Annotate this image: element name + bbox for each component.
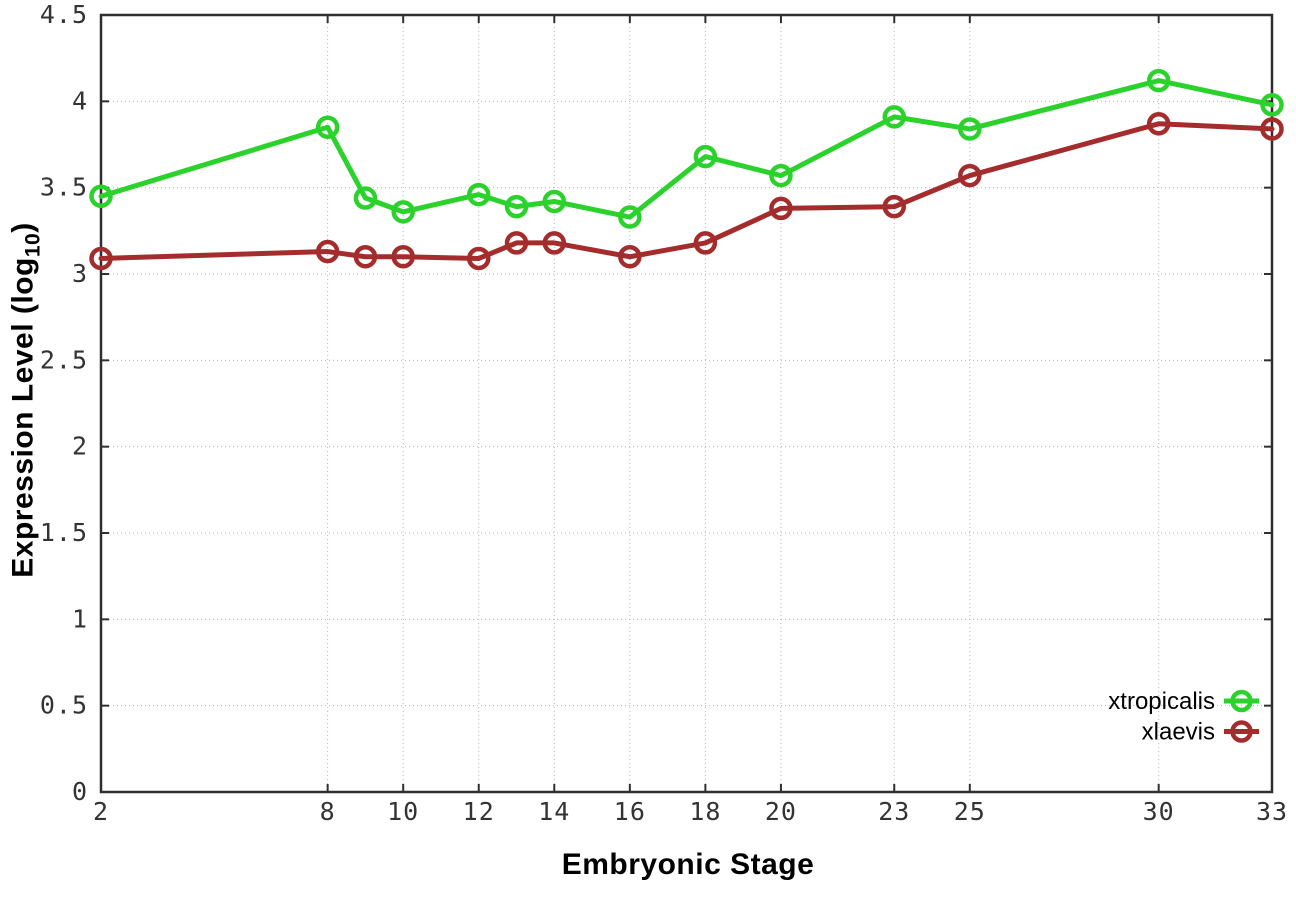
legend-marker-xlaevis (1230, 720, 1253, 743)
plot-border (99, 13, 1274, 794)
x-tick-label: 20 (765, 797, 797, 826)
data-point-xlaevis-12 (466, 246, 491, 271)
y-tick-label: 1 (72, 604, 88, 633)
y-axis-title-subscript: 10 (21, 232, 45, 258)
data-point-xlaevis-25 (958, 163, 982, 188)
y-tick-label: 3.5 (40, 173, 88, 202)
x-tick-label: 23 (878, 797, 910, 826)
data-point-xtropicalis-18 (693, 144, 718, 169)
data-point-xtropicalis-33 (1260, 93, 1284, 117)
x-tick-label: 12 (463, 797, 495, 826)
data-point-xtropicalis-10 (391, 200, 415, 224)
y-tick-label: 4.5 (40, 0, 88, 29)
y-tick-label: 0 (72, 777, 88, 806)
data-point-xtropicalis-13 (504, 194, 529, 219)
data-point-xtropicalis-14 (542, 189, 567, 214)
data-point-xtropicalis-23 (882, 105, 907, 129)
x-tick-label: 16 (614, 797, 646, 826)
y-tick-label: 2 (72, 432, 88, 461)
x-tick-label: 30 (1143, 797, 1175, 826)
data-point-xlaevis-18 (693, 231, 718, 255)
x-tick-label: 25 (954, 797, 986, 826)
y-axis-title-text: Expression Level (log (6, 257, 40, 578)
x-tick-label: 18 (689, 797, 721, 826)
data-point-xlaevis-13 (504, 231, 529, 255)
data-point-xlaevis-33 (1260, 117, 1284, 141)
series-line-xlaevis (98, 121, 1275, 261)
data-point-xtropicalis-16 (618, 205, 642, 229)
data-point-xtropicalis-20 (769, 163, 793, 188)
data-point-xtropicalis-2 (89, 184, 113, 209)
data-point-xlaevis-10 (391, 244, 415, 269)
data-point-xtropicalis-8 (315, 115, 340, 139)
y-tick-label: 1.5 (40, 518, 88, 547)
y-tick-label: 2.5 (40, 345, 88, 374)
x-axis-title: Embryonic Stage (561, 848, 815, 881)
legend-label-xlaevis: xlaevis (1142, 719, 1215, 746)
data-point-xtropicalis-12 (466, 182, 491, 207)
legend-label-xtropicalis: xtropicalis (1108, 688, 1215, 715)
series-line-xtropicalis (98, 78, 1275, 220)
data-point-xlaevis-16 (618, 244, 642, 269)
y-tick-label: 0.5 (40, 691, 88, 720)
data-point-xlaevis-20 (769, 196, 793, 221)
x-tick-label: 33 (1256, 797, 1288, 826)
legend-marker-xtropicalis (1230, 689, 1253, 713)
x-tick-label: 8 (320, 797, 336, 826)
data-point-xtropicalis-25 (958, 117, 982, 141)
x-tick-label: 2 (93, 797, 109, 826)
y-tick-label: 3 (72, 259, 88, 288)
data-point-xtropicalis-9 (353, 186, 378, 210)
y-axis-title-suffix: ) (6, 222, 40, 233)
data-point-xtropicalis-30 (1146, 68, 1171, 93)
data-point-xlaevis-30 (1146, 112, 1171, 136)
y-axis-title: Expression Level (log10) (7, 222, 46, 577)
data-point-xlaevis-2 (89, 246, 113, 271)
data-point-xlaevis-8 (315, 239, 340, 264)
data-point-xlaevis-9 (353, 244, 378, 269)
data-point-xlaevis-14 (542, 231, 567, 255)
x-tick-label: 14 (538, 797, 570, 826)
y-tick-label: 4 (72, 86, 88, 115)
x-tick-label: 10 (387, 797, 419, 826)
data-point-xlaevis-23 (882, 194, 907, 219)
